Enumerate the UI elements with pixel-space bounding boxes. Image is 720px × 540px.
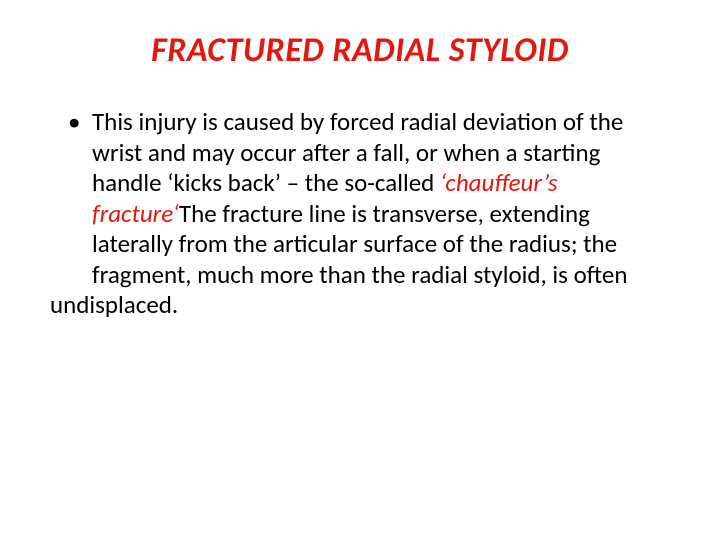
slide-title: FRACTURED RADIAL STYLOID <box>50 30 670 71</box>
bullet-item: This injury is caused by forced radial d… <box>74 107 670 290</box>
slide: FRACTURED RADIAL STYLOID This injury is … <box>0 0 720 540</box>
last-line: undisplaced. <box>50 290 670 321</box>
bullet-list: This injury is caused by forced radial d… <box>50 107 670 290</box>
slide-body: This injury is caused by forced radial d… <box>50 107 670 321</box>
